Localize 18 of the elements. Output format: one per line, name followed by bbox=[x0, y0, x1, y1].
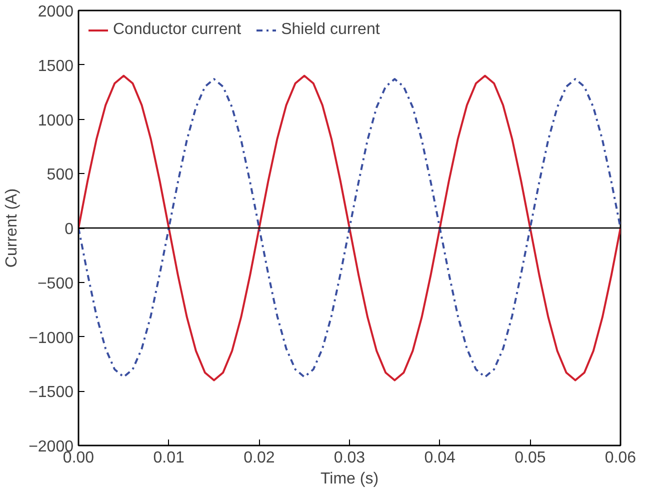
y-tick-label: 0 bbox=[64, 221, 74, 238]
x-tick-label: 0.02 bbox=[244, 450, 275, 466]
y-tick-label: 2000 bbox=[38, 4, 74, 20]
x-tick-label: 0.04 bbox=[424, 450, 456, 466]
y-tick-label: −1000 bbox=[28, 330, 74, 347]
x-tick-label: 0.06 bbox=[604, 450, 636, 466]
y-tick-label: −500 bbox=[37, 275, 74, 292]
y-tick-label: 1000 bbox=[38, 112, 74, 130]
x-tick-label: 0.05 bbox=[514, 450, 546, 466]
y-tick-label: 1500 bbox=[38, 58, 74, 75]
y-tick-label: 500 bbox=[46, 166, 74, 184]
x-axis-title: Time (s) bbox=[320, 470, 379, 488]
y-axis-title: Current (A) bbox=[4, 188, 21, 268]
x-tick-label: 0.01 bbox=[153, 450, 185, 466]
legend-label: Shield current bbox=[281, 21, 380, 39]
x-tick-label: 0.03 bbox=[334, 450, 366, 466]
y-tick-label: −1500 bbox=[28, 384, 74, 402]
legend-label: Conductor current bbox=[113, 21, 242, 39]
